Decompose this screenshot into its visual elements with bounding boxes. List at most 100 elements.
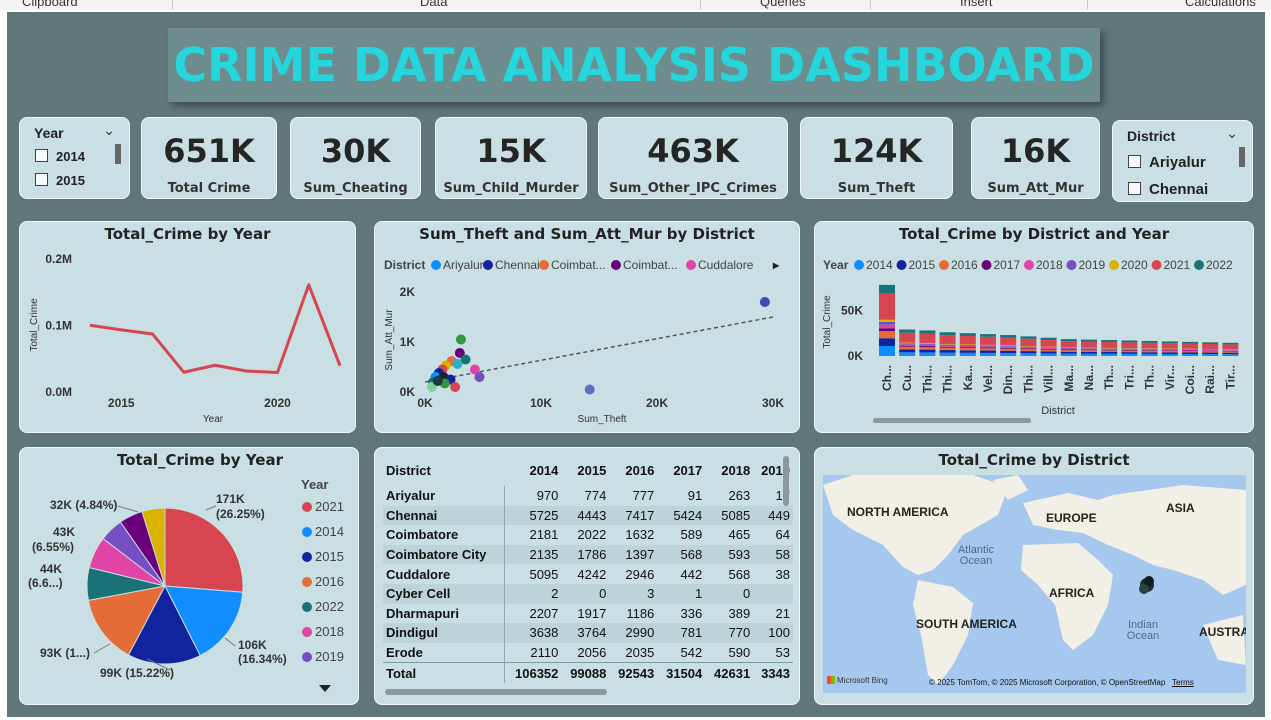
column-header[interactable]: 2017 (673, 462, 703, 478)
bar-segment (899, 329, 916, 333)
table-cell: 2035 (625, 645, 655, 661)
table-row[interactable]: Erode 2110 2056 2035 542 590 53 (383, 642, 793, 663)
chevron-down-icon[interactable]: ⌄ (1226, 125, 1238, 141)
world-map[interactable]: NORTH AMERICA EUROPE ASIA AFRICA SOUTH A… (823, 475, 1246, 693)
bar-segment (939, 352, 956, 356)
table-cell: 777 (632, 488, 655, 504)
bar-segment (1182, 341, 1198, 344)
bar-segment (1101, 349, 1118, 351)
table-cell: 1186 (626, 605, 655, 621)
year-option-2014[interactable]: 2014 (35, 149, 85, 164)
ribbon-calculations[interactable]: Calculations (1185, 0, 1256, 9)
table-row[interactable]: Coimbatore 2181 2022 1632 589 465 64 (383, 525, 793, 545)
table-cell: Cuddalore (383, 564, 506, 584)
kpi-sum-cheating: 30K Sum_Cheating (290, 117, 421, 199)
stacked-bar-chart[interactable]: Year 2014 2015 2016 2017 2018 2019 2020 2021 2022… (815, 222, 1254, 433)
line-chart[interactable]: 0.2M 0.1M 0.0M 2015 2020 Year Total_Crime (20, 222, 356, 433)
bar-segment (1182, 343, 1198, 349)
table-horizontal-scrollbar[interactable] (385, 689, 607, 695)
bar-segment (1222, 349, 1239, 350)
kpi-label: Sum_Att_Mur (987, 181, 1084, 196)
legend-marker (939, 260, 949, 270)
map-label: AUSTRAI (1199, 625, 1246, 639)
map-bubble[interactable] (1139, 584, 1149, 594)
ribbon-insert[interactable]: Insert (960, 0, 993, 9)
table-row[interactable]: Cuddalore 5095 4242 2946 442 568 38 (383, 564, 793, 584)
terms-link[interactable]: Terms (1171, 678, 1194, 687)
table-cell: 1786 (561, 544, 610, 565)
bar-segment (1161, 349, 1178, 351)
checkbox-icon[interactable] (35, 173, 48, 186)
kpi-value: 124K (830, 132, 923, 170)
scatter-chart[interactable]: District Ariyalur Chennai Coimbat... Coimbat… (375, 222, 800, 433)
ribbon-divider (700, 0, 701, 10)
map-attribution[interactable]: © 2025 TomTom, © 2025 Microsoft Corporat… (929, 678, 1194, 687)
slicer-scrollbar[interactable] (115, 144, 121, 164)
column-header[interactable]: 2015 (577, 462, 607, 478)
district-option-ariyalur[interactable]: Ariyalur (1128, 154, 1206, 171)
pie-slice (164, 507, 244, 593)
table-cell: 58 (753, 544, 793, 565)
x-tick-label: Ch... (880, 365, 894, 391)
bar-segment (1161, 350, 1178, 351)
ribbon-data[interactable]: Data (420, 0, 448, 9)
legend-item: Chennai (495, 258, 540, 272)
legend-item: 2016 (951, 258, 978, 272)
chevron-down-icon[interactable]: ⌄ (103, 122, 115, 138)
bar-segment (939, 344, 956, 346)
pie-data-label: 171K (216, 492, 245, 506)
bar-segment (879, 321, 895, 325)
map-bubble[interactable] (1144, 576, 1154, 586)
column-header[interactable]: 2014 (529, 462, 559, 478)
bar-segment (980, 345, 996, 347)
slicer-scrollbar[interactable] (1239, 147, 1245, 167)
bar-segment (939, 346, 956, 348)
x-tick-label: Na... (1082, 365, 1096, 390)
column-header[interactable]: 2019 (761, 462, 790, 478)
table-row[interactable]: Dindigul 3638 3764 2990 781 770 100 (383, 623, 793, 643)
ribbon-queries[interactable]: Queries (760, 0, 806, 9)
pie-data-label: 93K (1...) (40, 646, 90, 660)
legend-marker (1109, 260, 1119, 270)
kpi-label: Sum_Other_IPC_Crimes (609, 181, 777, 196)
ribbon-bar: Clipboard Data Queries Insert Calculatio… (0, 0, 1271, 10)
checkbox-icon[interactable] (1128, 155, 1141, 168)
district-option-chennai[interactable]: Chennai (1128, 181, 1208, 198)
bar-segment (1202, 349, 1219, 350)
column-header[interactable]: District (386, 462, 431, 478)
table-vertical-scrollbar[interactable] (783, 456, 789, 506)
legend-marker (302, 552, 312, 562)
matrix-table[interactable]: District 2014 2015 2016 2017 2018 2019 Ariyalur… (383, 454, 793, 683)
table-cell: 106352 (504, 662, 562, 683)
year-slicer[interactable]: Year ⌄ 2014 2015 (19, 117, 130, 199)
ribbon-divider (172, 0, 173, 10)
ribbon-clipboard[interactable]: Clipboard (22, 0, 78, 9)
table-row[interactable]: Coimbatore City 2135 1786 1397 568 593 58 (383, 544, 793, 565)
legend-item: 2020 (1121, 258, 1148, 272)
table-cell: 0 (561, 583, 610, 604)
table-row[interactable]: Ariyalur9707747779126317 (383, 486, 793, 506)
table-cell: 590 (728, 645, 751, 661)
table-cell: 2110 (530, 645, 559, 661)
y-axis-label: Sum_Att_Mur (384, 309, 395, 371)
table-row[interactable]: Chennai 5725 4443 7417 5424 5085 449 (383, 505, 793, 526)
bar-segment (1081, 350, 1097, 352)
legend-marker (302, 577, 312, 587)
checkbox-icon[interactable] (35, 149, 48, 162)
table-row[interactable]: Dharmapuri 2207 1917 1186 336 389 21 (383, 603, 793, 624)
scatter-point (452, 359, 463, 369)
column-header[interactable]: 2016 (625, 462, 655, 478)
bar-segment (1141, 348, 1158, 350)
microsoft-logo-icon (827, 676, 835, 684)
bar-segment (980, 350, 996, 353)
bar-segment (959, 333, 976, 336)
table-row[interactable]: Cyber Cell 2 0 3 1 0 (383, 583, 793, 604)
pie-slice (164, 585, 244, 657)
checkbox-icon[interactable] (1128, 182, 1141, 195)
bar-segment (1081, 347, 1097, 349)
column-header[interactable]: 2018 (721, 462, 751, 478)
year-option-2015[interactable]: 2015 (35, 173, 85, 188)
district-slicer[interactable]: District ⌄ Ariyalur Chennai (1112, 120, 1253, 202)
legend-item: 2019 (315, 649, 344, 664)
pie-chart[interactable]: 171K(26.25%) 106K(16.34%) 99K (15.22%) 93K … (20, 448, 359, 705)
